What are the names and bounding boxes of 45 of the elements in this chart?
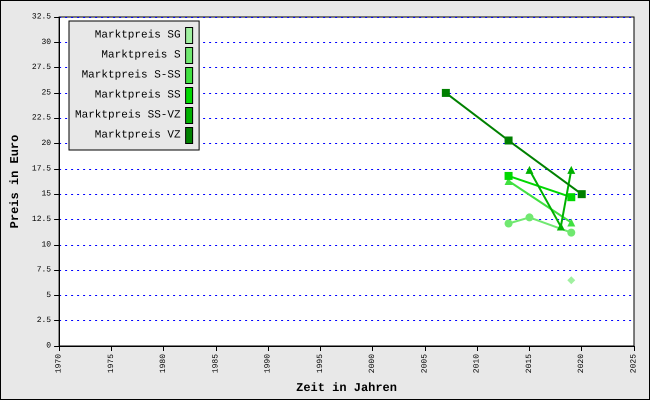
y-tick-label: 0 — [46, 342, 52, 350]
y-tick-label: 10 — [41, 240, 52, 250]
point — [525, 213, 534, 222]
point — [504, 136, 513, 144]
y-axis-title: Preis in Euro — [8, 134, 22, 228]
legend-label: Marktpreis S-SS — [82, 70, 181, 82]
x-tick-label: 1975 — [106, 354, 116, 374]
y-tick-label: 27.5 — [32, 63, 52, 72]
point — [556, 222, 565, 231]
x-tick-label: 1970 — [54, 354, 64, 374]
y-tick-label: 25 — [41, 88, 52, 98]
y-tick-label: 20 — [41, 139, 52, 148]
point — [567, 193, 576, 202]
point — [442, 88, 450, 97]
x-tick-label: 1995 — [316, 354, 325, 374]
y-tick-label: 32.5 — [32, 12, 52, 22]
legend-label: Marktpreis S — [101, 50, 182, 62]
point — [525, 166, 534, 174]
y-tick-label: 17.5 — [32, 164, 52, 174]
point — [567, 228, 576, 237]
point — [578, 190, 586, 198]
x-tick-label: 1980 — [159, 354, 168, 374]
y-tick-label: 15 — [41, 190, 52, 199]
y-tick-label: 12.5 — [32, 214, 52, 224]
legend-label: Marktpreis SG — [94, 30, 181, 42]
point — [504, 220, 513, 228]
y-tick-label: 7.5 — [36, 266, 52, 275]
y-tick-label: 5 — [46, 290, 52, 300]
y-tick-label: 2.5 — [36, 316, 52, 326]
x-tick-label: 2005 — [420, 354, 430, 374]
x-tick-label: 2010 — [472, 354, 482, 374]
x-tick-label: 1985 — [211, 354, 220, 374]
point — [567, 276, 576, 284]
x-axis-title: Zeit in Jahren — [296, 381, 397, 395]
y-tick-label: 30 — [41, 38, 52, 47]
x-tick-label: 2025 — [630, 354, 638, 374]
x-tick-label: 2020 — [577, 354, 586, 374]
legend-label: Marktpreis SS-VZ — [74, 110, 182, 122]
point — [567, 166, 576, 174]
legend-label: Marktpreis SS — [94, 90, 181, 102]
y-tick-label: 22.5 — [32, 114, 52, 123]
x-tick-label: 2000 — [368, 354, 378, 374]
x-tick-label: 1990 — [264, 354, 273, 374]
x-tick-label: 2015 — [524, 354, 534, 374]
legend-label: Marktpreis VZ — [94, 130, 181, 142]
